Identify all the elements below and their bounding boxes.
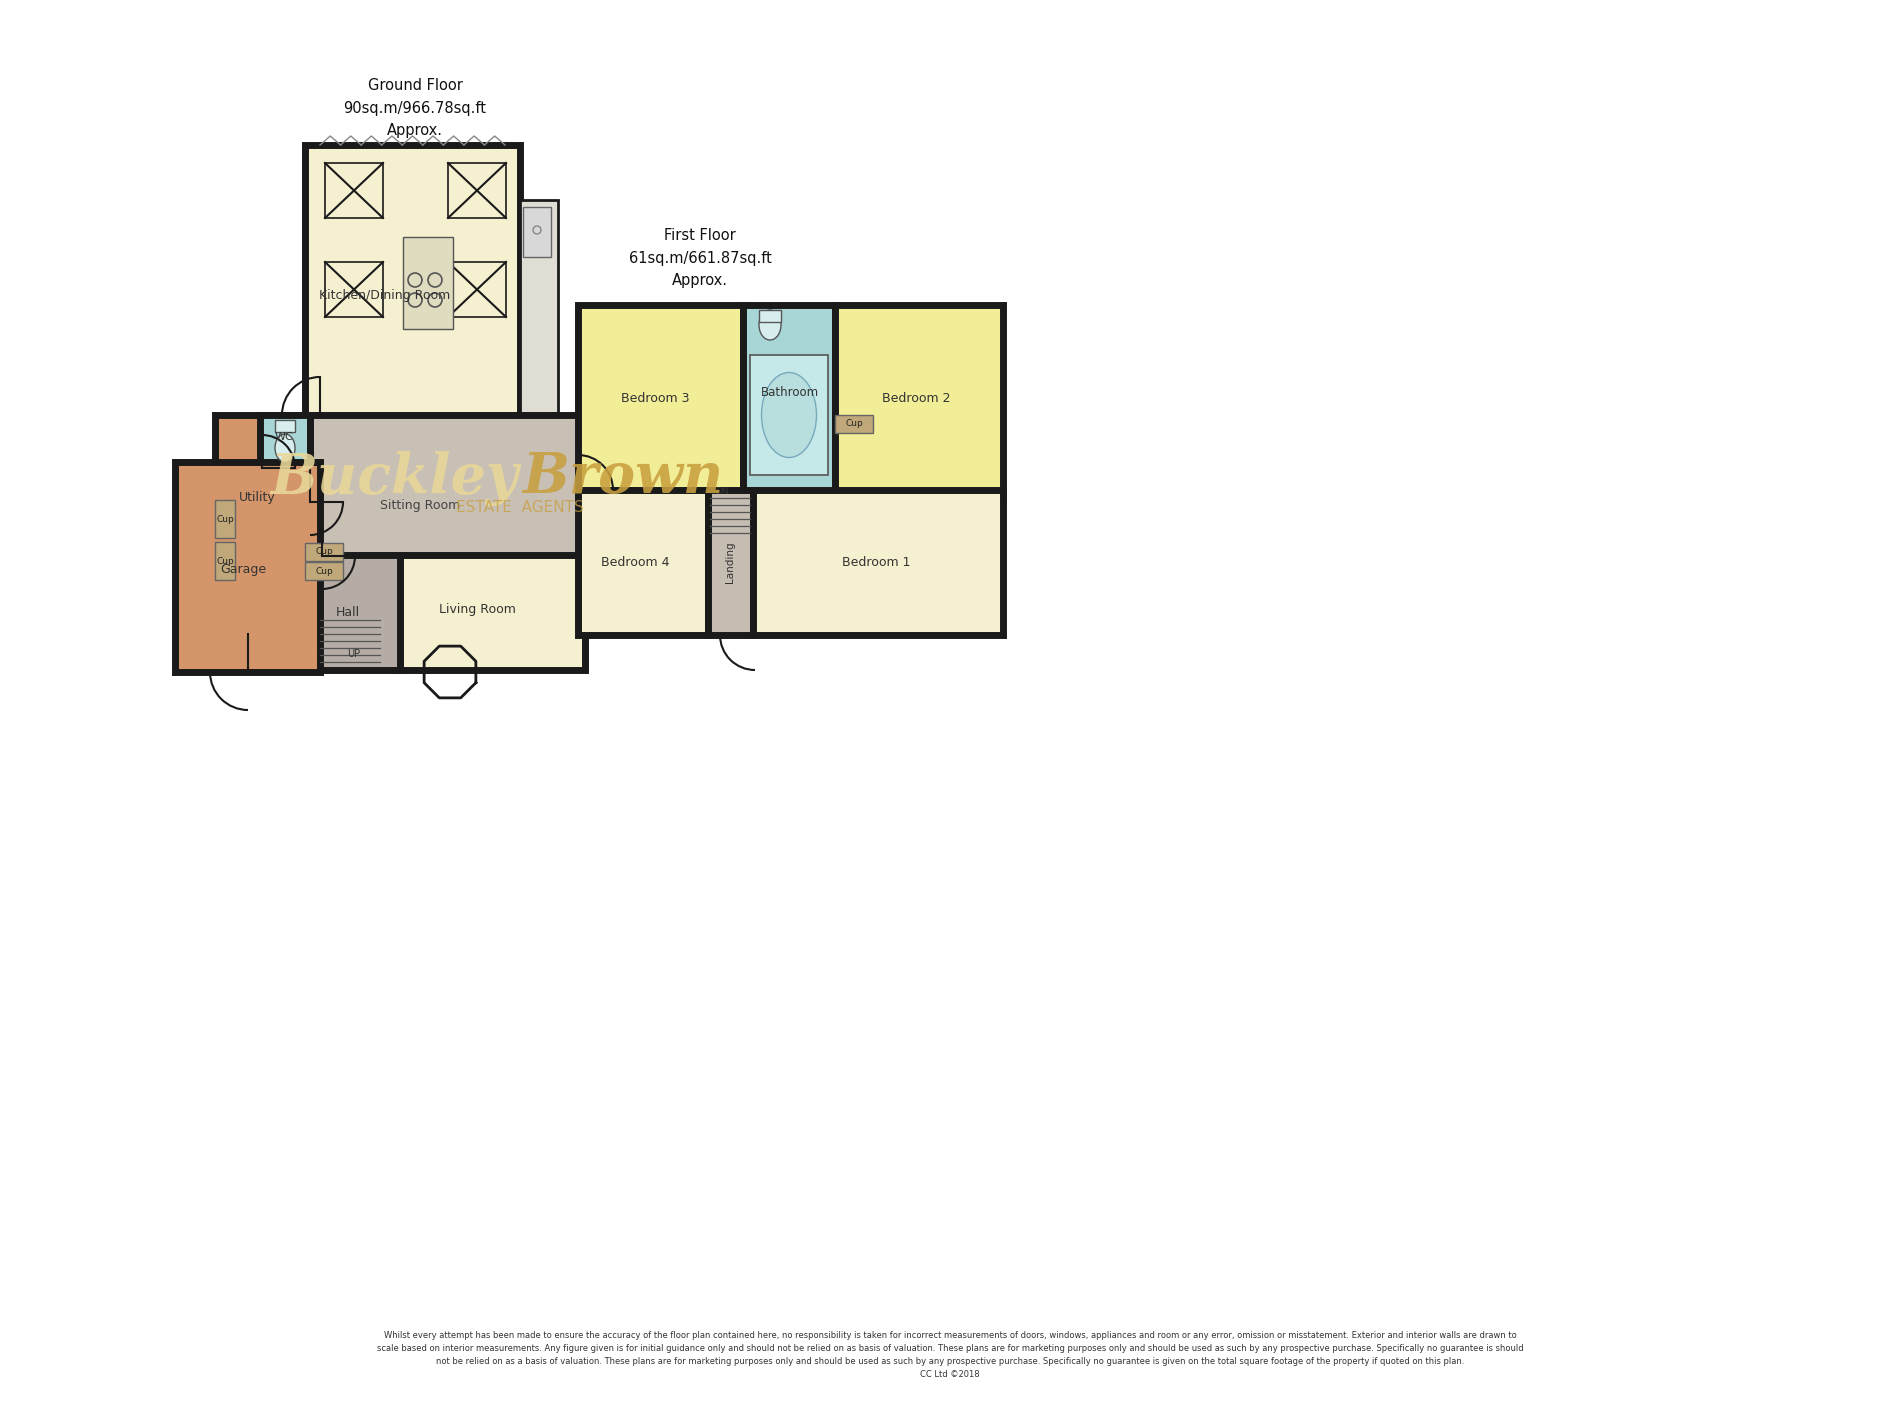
Text: Buckley: Buckley [270, 450, 519, 506]
Ellipse shape [762, 373, 817, 457]
Bar [175, 461, 319, 672]
Text: Hall: Hall [336, 605, 361, 618]
Bar [758, 310, 781, 322]
Text: Cup: Cup [217, 557, 234, 565]
Bar [521, 199, 559, 420]
Bar [578, 490, 709, 635]
Bar [260, 414, 310, 470]
Text: First Floor
61sq.m/661.87sq.ft
Approx.: First Floor 61sq.m/661.87sq.ft Approx. [629, 228, 771, 288]
Text: UP: UP [348, 649, 361, 659]
Bar [215, 414, 310, 585]
Bar [709, 490, 752, 635]
Bar [752, 490, 1003, 635]
Text: WC: WC [276, 431, 293, 441]
Bar [325, 262, 384, 318]
Text: Utility: Utility [239, 491, 276, 504]
Bar [325, 162, 384, 218]
Text: Cup: Cup [846, 420, 863, 429]
Ellipse shape [276, 434, 294, 461]
Bar [215, 543, 236, 580]
Text: Cup: Cup [315, 547, 332, 557]
Text: Kitchen/Dining Room: Kitchen/Dining Room [319, 289, 450, 302]
Text: DN: DN [714, 487, 730, 497]
Text: Bathroom: Bathroom [760, 386, 819, 399]
Text: Bedroom 3: Bedroom 3 [621, 392, 690, 404]
Text: Cup: Cup [217, 514, 234, 524]
Text: Landing: Landing [726, 541, 735, 582]
Bar [578, 305, 743, 496]
Bar [750, 355, 828, 476]
Bar [395, 555, 585, 671]
Bar [306, 562, 344, 580]
Text: Cup: Cup [315, 567, 332, 575]
Text: Bedroom 4: Bedroom 4 [600, 555, 669, 568]
Bar [215, 500, 236, 538]
Bar [306, 543, 344, 561]
Bar [306, 145, 521, 420]
Bar [448, 262, 505, 318]
Bar [403, 236, 452, 329]
Bar [743, 305, 834, 496]
Text: Garage: Garage [220, 564, 266, 577]
Bar [522, 206, 551, 256]
Bar [448, 162, 505, 218]
Text: Ground Floor
90sq.m/966.78sq.ft
Approx.: Ground Floor 90sq.m/966.78sq.ft Approx. [344, 78, 486, 138]
Text: Bedroom 1: Bedroom 1 [842, 555, 910, 568]
Bar [306, 414, 580, 600]
Bar [834, 305, 1003, 496]
Ellipse shape [758, 310, 781, 340]
Text: Brown: Brown [522, 450, 724, 506]
Bar [306, 555, 401, 671]
Text: Bedroom 2: Bedroom 2 [882, 392, 950, 404]
Text: Living Room: Living Room [439, 604, 515, 617]
Text: ESTATE  AGENTS: ESTATE AGENTS [456, 500, 583, 515]
Text: Sitting Room: Sitting Room [380, 498, 460, 511]
Text: Whilst every attempt has been made to ensure the accuracy of the floor plan cont: Whilst every attempt has been made to en… [376, 1330, 1524, 1380]
Bar [276, 420, 294, 431]
Bar [834, 414, 872, 433]
